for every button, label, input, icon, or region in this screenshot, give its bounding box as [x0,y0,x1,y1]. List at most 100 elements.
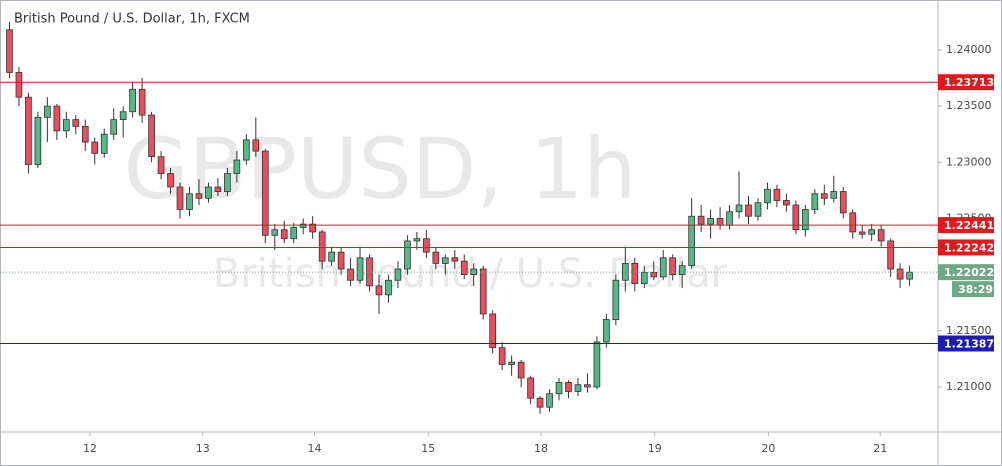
candle-body [375,285,383,296]
x-tick-label: 15 [421,442,435,455]
candle-body [129,88,136,113]
candle-body [631,263,639,285]
candle-body [356,257,364,281]
candle-body [432,251,440,264]
x-tick-label: 13 [196,442,210,455]
candle-body [858,231,866,235]
candle-body [546,393,553,408]
candle-body [887,240,894,270]
y-tick-label: 1.21000 [946,380,992,393]
price-level-tag [938,217,994,234]
candle-body [224,173,231,192]
candle-body [34,116,42,165]
candle-body [110,119,118,135]
candle-body [849,212,857,233]
candle-body [612,279,620,320]
candle-body [252,139,260,152]
price-level-label: 1.22242 [944,241,994,254]
candle-body [394,268,402,281]
candle-body [205,186,212,199]
candle-body [186,193,193,210]
price-level-tag [938,74,994,91]
watermark: GBPUSD, 1h [124,120,637,218]
candle-body [470,268,478,276]
candle-body [72,119,80,127]
candle-body [811,193,819,210]
candle-body [565,382,572,392]
candle-body [214,186,222,192]
candle-body [15,72,23,98]
last-price-label: 1.22022 [944,266,994,279]
candle-body [603,319,610,343]
x-tick-label: 21 [873,442,887,455]
candle-body [157,156,165,174]
x-tick-label: 20 [761,442,775,455]
countdown-tag [952,281,994,298]
candle-body [792,204,800,231]
candle-body [479,268,487,315]
candle-body [726,211,733,226]
candle-body [25,96,32,165]
candle-body [167,173,174,188]
candle-body [261,150,269,236]
candle-body [508,361,515,365]
candle-body [290,227,298,240]
candle-body [745,204,752,217]
candle-body [441,257,449,264]
candle-body [650,271,658,278]
candle-body [906,271,913,280]
candle-body [62,119,70,132]
candle-body [271,229,279,236]
candle-body [783,200,790,206]
candle-body [555,382,563,395]
y-tick-label: 1.23500 [946,99,992,112]
price-level-label: 1.21387 [944,337,994,350]
candle-body [716,218,724,226]
candle-body [195,193,203,199]
candle-body [91,141,99,154]
candle-body [337,251,345,270]
candle-body [6,29,13,73]
x-tick-label: 18 [534,442,548,455]
candle-body [100,133,108,154]
candle-body [404,240,411,270]
x-tick-label: 14 [308,442,322,455]
candle-body [148,114,155,158]
candle-body [423,238,430,253]
candle-body [309,223,317,233]
candle-body [299,223,307,228]
candle-body [119,111,127,121]
candle-body [621,263,629,281]
candle-body [868,229,876,235]
candle-body [44,105,51,118]
candle-body [593,341,601,388]
candle-body [138,88,146,116]
candle-body [460,260,468,276]
candle-body [536,397,544,408]
candle-body [385,279,392,296]
candle-body [328,251,335,262]
countdown-label: 38:29 [958,283,993,296]
candle-body [451,257,459,262]
candle-body [53,105,61,132]
candle-body [707,218,714,225]
candle-body [176,186,184,210]
candle-body [517,361,525,379]
y-tick-label: 1.23000 [946,155,992,168]
y-tick-label: 1.24000 [946,43,992,56]
candle-body [830,191,838,199]
candle-body [527,377,534,399]
candle-body [820,193,828,199]
candle-body [243,139,250,161]
candle-body [688,215,695,267]
chart-title: British Pound / U.S. Dollar, 1h, FXCM [14,12,250,27]
candle-body [678,265,686,276]
candle-body [574,384,582,392]
candle-body [773,188,781,201]
candle-body [697,215,705,225]
candle-body [81,125,89,143]
candle-body [754,202,762,217]
x-tick-label: 19 [648,442,662,455]
candle-body [735,204,743,213]
